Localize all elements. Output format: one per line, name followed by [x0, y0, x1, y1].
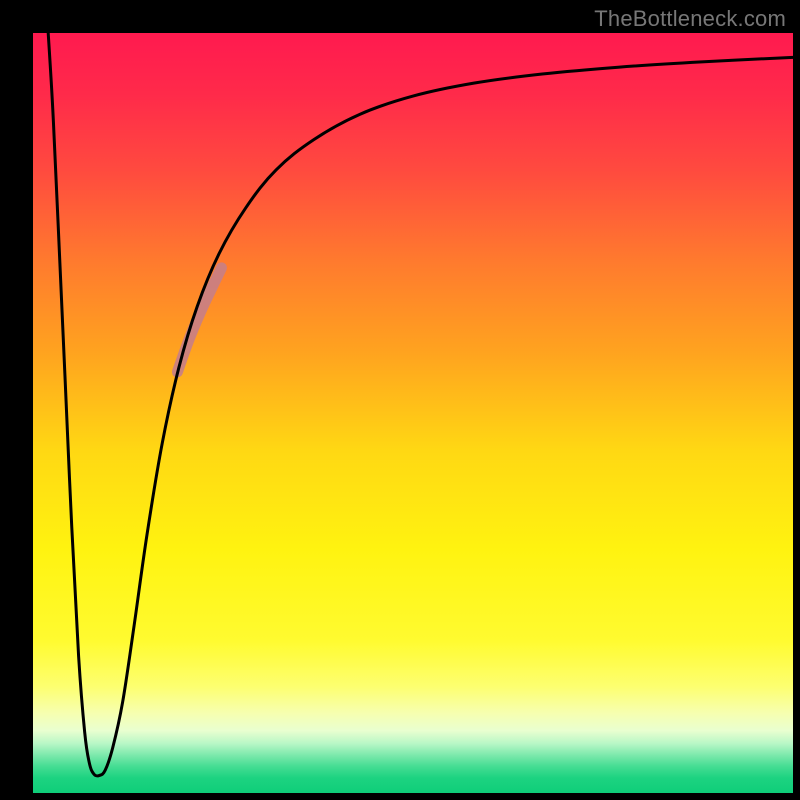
bottleneck-curve — [48, 33, 793, 776]
curve-layer — [33, 33, 793, 793]
watermark-text: TheBottleneck.com — [594, 6, 786, 32]
highlight-segment — [177, 268, 221, 372]
plot-area — [33, 33, 793, 793]
